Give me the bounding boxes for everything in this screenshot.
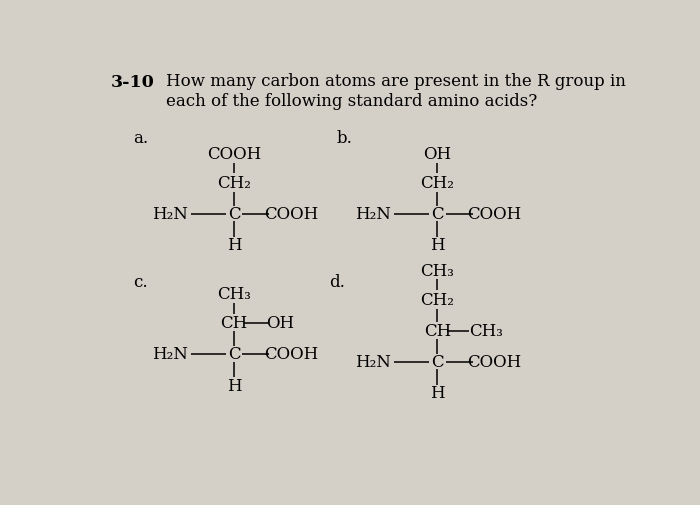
Text: CH₃: CH₃ [421,262,454,279]
Text: d.: d. [329,274,345,291]
Text: COOH: COOH [468,206,522,223]
Text: H₂N: H₂N [152,206,188,223]
Text: C: C [228,346,240,363]
Text: COOH: COOH [207,145,261,163]
Text: a.: a. [134,130,148,147]
Text: CH: CH [220,315,248,332]
Text: H: H [227,377,242,394]
Text: b.: b. [337,130,353,147]
Text: CH₃: CH₃ [469,322,503,339]
Text: H: H [227,237,242,254]
Text: H₂N: H₂N [152,346,188,363]
Text: COOH: COOH [468,354,522,371]
Text: 3-10: 3-10 [111,74,154,91]
Text: How many carbon atoms are present in the R group in
each of the following standa: How many carbon atoms are present in the… [166,73,626,110]
Text: CH₂: CH₂ [217,175,251,191]
Text: COOH: COOH [264,346,318,363]
Text: C: C [431,354,444,371]
Text: CH: CH [424,322,451,339]
Text: H: H [430,237,444,254]
Text: H₂N: H₂N [356,354,391,371]
Text: OH: OH [424,145,452,163]
Text: C: C [431,206,444,223]
Text: H₂N: H₂N [356,206,391,223]
Text: C: C [228,206,240,223]
Text: COOH: COOH [264,206,318,223]
Text: H: H [430,385,444,401]
Text: OH: OH [266,315,294,332]
Text: CH₂: CH₂ [421,175,454,191]
Text: CH₂: CH₂ [421,291,454,308]
Text: CH₃: CH₃ [217,285,251,302]
Text: c.: c. [134,274,148,291]
